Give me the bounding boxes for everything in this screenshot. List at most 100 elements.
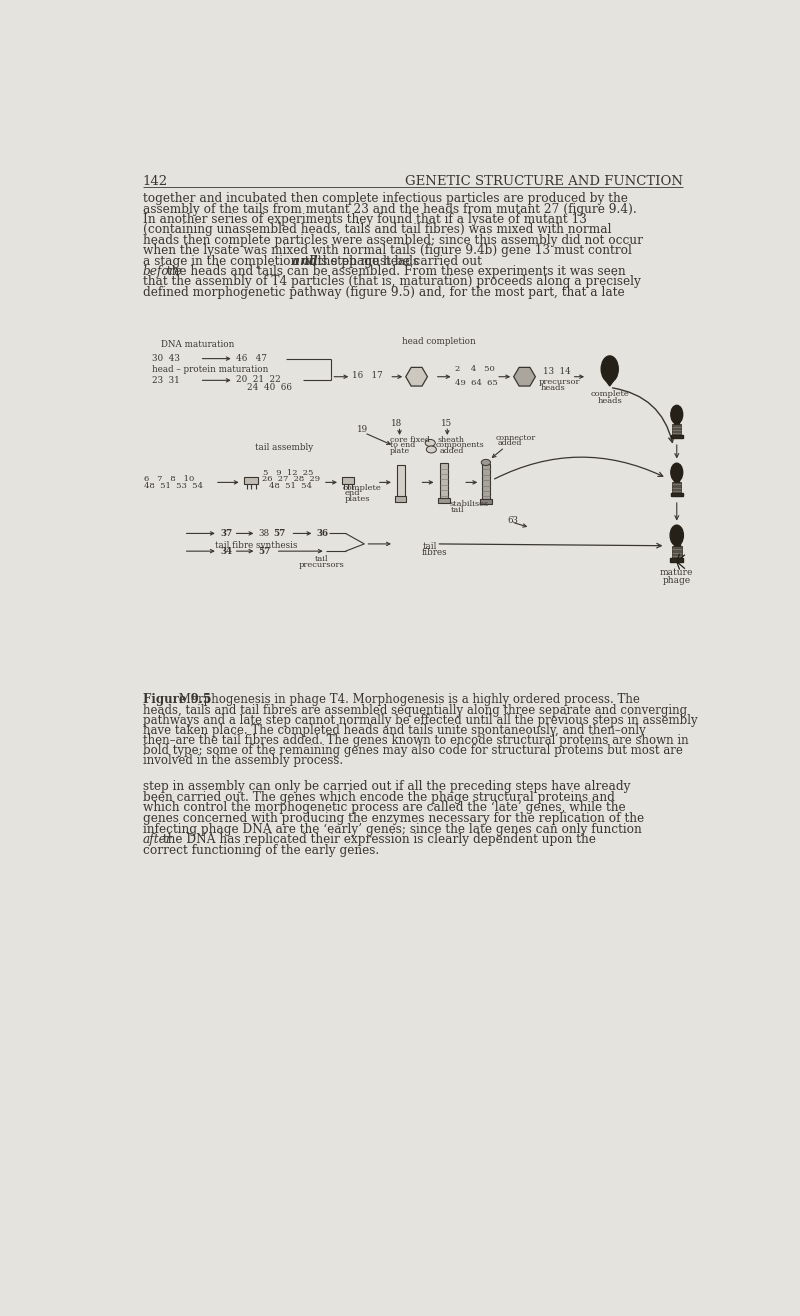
Text: In another series of experiments they found that if a lysate of mutant 13: In another series of experiments they fo… bbox=[142, 213, 586, 226]
Text: 63: 63 bbox=[507, 516, 518, 525]
FancyBboxPatch shape bbox=[671, 492, 682, 496]
Text: tail: tail bbox=[314, 555, 328, 563]
Text: head – protein maturation: head – protein maturation bbox=[153, 365, 269, 374]
Text: 57: 57 bbox=[274, 529, 286, 538]
Text: 38: 38 bbox=[258, 529, 270, 538]
Text: pathways and a late step cannot normally be effected until all the previous step: pathways and a late step cannot normally… bbox=[142, 713, 698, 726]
Text: tail: tail bbox=[450, 505, 464, 513]
Text: phage: phage bbox=[662, 576, 691, 586]
Text: core fixed: core fixed bbox=[390, 436, 430, 443]
Text: tail assembly: tail assembly bbox=[254, 442, 313, 451]
Text: before: before bbox=[142, 265, 182, 278]
Text: stabilises: stabilises bbox=[450, 500, 489, 508]
FancyBboxPatch shape bbox=[671, 434, 682, 438]
Text: heads: heads bbox=[598, 396, 622, 404]
Text: precursor: precursor bbox=[538, 378, 580, 386]
Ellipse shape bbox=[670, 525, 683, 546]
Text: heads then complete particles were assembled; since this assembly did not occur: heads then complete particles were assem… bbox=[142, 234, 642, 247]
Text: 48  51  54: 48 51 54 bbox=[269, 482, 312, 490]
Text: plate: plate bbox=[390, 447, 410, 455]
Text: 46   47: 46 47 bbox=[236, 354, 267, 363]
Text: precursors: precursors bbox=[298, 561, 344, 569]
Text: 26  27  28  29: 26 27 28 29 bbox=[262, 475, 320, 483]
Text: this step must be carried out: this step must be carried out bbox=[302, 254, 482, 267]
Text: GENETIC STRUCTURE AND FUNCTION: GENETIC STRUCTURE AND FUNCTION bbox=[405, 175, 683, 188]
Text: to end: to end bbox=[390, 441, 415, 450]
Text: then–are the tail fibres added. The genes known to encode structural proteins ar: then–are the tail fibres added. The gene… bbox=[142, 734, 688, 747]
Text: genes concerned with producing the enzymes necessary for the replication of the: genes concerned with producing the enzym… bbox=[142, 812, 644, 825]
FancyBboxPatch shape bbox=[672, 482, 682, 494]
FancyBboxPatch shape bbox=[480, 499, 492, 504]
FancyBboxPatch shape bbox=[245, 478, 258, 484]
Text: 30  43: 30 43 bbox=[153, 354, 180, 363]
Text: fibres: fibres bbox=[421, 547, 446, 557]
Text: Morphogenesis in phage T4. Morphogenesis is a highly ordered process. The: Morphogenesis in phage T4. Morphogenesis… bbox=[175, 694, 640, 707]
Text: sheath: sheath bbox=[438, 436, 465, 443]
Ellipse shape bbox=[602, 355, 618, 382]
Text: added: added bbox=[498, 440, 522, 447]
Text: plates: plates bbox=[345, 495, 370, 503]
Text: 37: 37 bbox=[220, 529, 232, 538]
Ellipse shape bbox=[671, 405, 682, 424]
Text: (containing unassembled heads, tails and tail fibres) was mixed with normal: (containing unassembled heads, tails and… bbox=[142, 224, 611, 237]
Text: connector: connector bbox=[496, 434, 536, 442]
Text: 19: 19 bbox=[357, 425, 368, 434]
Text: bold type; some of the remaining genes may also code for structural proteins but: bold type; some of the remaining genes m… bbox=[142, 745, 682, 757]
Text: 142: 142 bbox=[142, 175, 168, 188]
Text: which control the morphogenetic process are called the ‘late’ genes, while the: which control the morphogenetic process … bbox=[142, 801, 626, 815]
Text: the heads and tails can be assembled. From these experiments it was seen: the heads and tails can be assembled. Fr… bbox=[162, 265, 626, 278]
FancyBboxPatch shape bbox=[440, 463, 448, 499]
Text: 57: 57 bbox=[258, 546, 271, 555]
Ellipse shape bbox=[671, 463, 682, 482]
Text: heads: heads bbox=[541, 384, 565, 392]
Text: 16   17: 16 17 bbox=[352, 371, 383, 380]
Ellipse shape bbox=[425, 440, 435, 446]
Ellipse shape bbox=[482, 459, 490, 466]
Text: defined morphogenetic pathway (figure 9.5) and, for the most part, that a late: defined morphogenetic pathway (figure 9.… bbox=[142, 286, 624, 299]
Text: end: end bbox=[345, 490, 360, 497]
FancyBboxPatch shape bbox=[438, 497, 450, 503]
Text: heads, tails and tail fibres are assembled sequentially along three separate and: heads, tails and tail fibres are assembl… bbox=[142, 704, 686, 717]
Text: 23  31: 23 31 bbox=[153, 376, 180, 384]
Text: after: after bbox=[142, 833, 172, 846]
Text: have taken place. The completed heads and tails unite spontaneously, and then–on: have taken place. The completed heads an… bbox=[142, 724, 646, 737]
FancyBboxPatch shape bbox=[674, 474, 679, 483]
Text: tail: tail bbox=[422, 542, 437, 551]
FancyBboxPatch shape bbox=[670, 558, 683, 562]
FancyBboxPatch shape bbox=[672, 546, 682, 559]
Text: 24  40  66: 24 40 66 bbox=[247, 383, 292, 392]
FancyBboxPatch shape bbox=[395, 496, 406, 501]
FancyBboxPatch shape bbox=[674, 537, 680, 547]
Text: 15: 15 bbox=[441, 418, 452, 428]
Text: tail fibre synthesis: tail fibre synthesis bbox=[215, 541, 298, 550]
Text: step in assembly can only be carried out if all the preceding steps have already: step in assembly can only be carried out… bbox=[142, 780, 630, 794]
Text: 34: 34 bbox=[220, 546, 232, 555]
Text: when the lysate was mixed with normal tails (figure 9.4b) gene 13 must control: when the lysate was mixed with normal ta… bbox=[142, 245, 631, 257]
Text: a stage in the completion of the phage heads: a stage in the completion of the phage h… bbox=[142, 254, 418, 267]
Text: 5   9  12  25: 5 9 12 25 bbox=[263, 470, 314, 478]
Text: Figure 9.5: Figure 9.5 bbox=[142, 694, 210, 707]
Text: DNA maturation: DNA maturation bbox=[161, 340, 234, 349]
FancyArrowPatch shape bbox=[439, 544, 662, 547]
Text: that the assembly of T4 particles (that is, maturation) proceeds along a precise: that the assembly of T4 particles (that … bbox=[142, 275, 641, 288]
FancyBboxPatch shape bbox=[397, 465, 405, 497]
Text: 2    4   50: 2 4 50 bbox=[455, 366, 495, 374]
Text: complete: complete bbox=[590, 390, 629, 397]
FancyArrowPatch shape bbox=[494, 457, 662, 479]
Text: 48  51  53  54: 48 51 53 54 bbox=[144, 482, 203, 490]
Ellipse shape bbox=[426, 446, 436, 453]
Text: been carried out. The genes which encode the phage structural proteins and: been carried out. The genes which encode… bbox=[142, 791, 614, 804]
Text: the DNA has replicated their expression is clearly dependent upon the: the DNA has replicated their expression … bbox=[159, 833, 596, 846]
Text: head completion: head completion bbox=[402, 337, 476, 346]
FancyBboxPatch shape bbox=[674, 416, 679, 425]
FancyBboxPatch shape bbox=[342, 478, 354, 484]
Text: mature: mature bbox=[660, 569, 694, 578]
FancyArrowPatch shape bbox=[613, 388, 674, 442]
Polygon shape bbox=[606, 380, 614, 386]
Text: 18: 18 bbox=[391, 418, 402, 428]
Text: correct functioning of the early genes.: correct functioning of the early genes. bbox=[142, 844, 379, 857]
Text: 36: 36 bbox=[316, 529, 328, 538]
Text: 20  21  22: 20 21 22 bbox=[236, 375, 281, 384]
Text: 6   7   8   10: 6 7 8 10 bbox=[144, 475, 194, 483]
FancyBboxPatch shape bbox=[672, 424, 682, 436]
